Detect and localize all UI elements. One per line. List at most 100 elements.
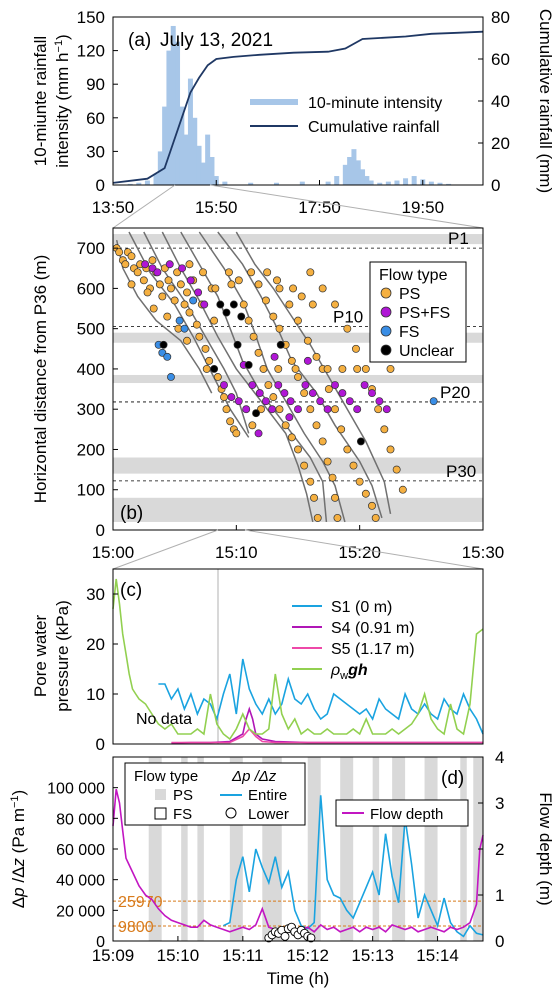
zoom-connector-right-2 xyxy=(244,529,484,570)
point-ps xyxy=(261,296,270,305)
rain-intensity-bars xyxy=(127,25,452,186)
point-ps-fs xyxy=(234,397,243,406)
point-ps xyxy=(368,501,376,510)
point-unclear xyxy=(222,308,231,317)
zoom-connector-left-2 xyxy=(112,529,219,570)
point-ps-fs xyxy=(345,397,354,406)
intensity-bar xyxy=(446,183,452,185)
point-ps xyxy=(281,421,290,430)
panel-d-label: (d) xyxy=(441,768,464,789)
point-ps xyxy=(324,385,333,394)
y-tick-right-label: 4 xyxy=(495,748,504,767)
point-ps-fs xyxy=(274,381,283,389)
legend-label-entire: Entire xyxy=(248,787,287,804)
point-ps xyxy=(287,356,296,365)
point-ps xyxy=(176,280,185,289)
series-line xyxy=(171,727,483,744)
legend-flow-type-title: Flow type xyxy=(134,768,198,785)
point-ps-fs xyxy=(268,405,277,414)
reference-label: 25970 xyxy=(118,894,163,911)
y-tick-label: 20 xyxy=(86,635,105,654)
y-tick-right-label: 1 xyxy=(495,886,504,905)
point-ps xyxy=(269,312,278,321)
y-tick-label: 60 000 xyxy=(56,842,105,859)
point-ps xyxy=(310,493,318,502)
point-ps xyxy=(380,425,389,434)
point-ps-fs xyxy=(186,276,195,285)
x-tick-label: 15:10 xyxy=(157,946,200,965)
legend-swatch-ps xyxy=(155,789,166,800)
intensity-bar xyxy=(205,134,211,185)
y-tick-label: 40 000 xyxy=(56,873,105,890)
section-band xyxy=(113,332,483,343)
y-tick-right-label: 20 xyxy=(491,134,510,153)
x-tick-label: 15:20 xyxy=(338,543,381,562)
point-ps xyxy=(115,248,124,257)
zoom-connector-right xyxy=(209,184,484,229)
intensity-bar xyxy=(166,50,172,185)
legend-marker-unclear xyxy=(380,344,392,356)
lower-point xyxy=(306,933,316,943)
intensity-bar xyxy=(192,117,198,185)
y-tick-label: 200 xyxy=(77,440,105,459)
ps-band xyxy=(181,757,188,941)
point-ps xyxy=(167,284,175,293)
intensity-bar xyxy=(136,182,142,185)
point-ps xyxy=(361,489,370,498)
point-ps xyxy=(247,268,256,277)
legend-marker-fs xyxy=(380,325,392,337)
point-ps-fs xyxy=(242,405,251,414)
point-ps xyxy=(263,268,272,277)
point-ps xyxy=(164,276,173,285)
reference-label: 9800 xyxy=(118,919,154,936)
intensity-bar xyxy=(153,173,159,185)
point-ps xyxy=(201,344,210,353)
point-ps-fs xyxy=(308,389,317,398)
point-ps xyxy=(185,260,194,269)
intensity-bar xyxy=(360,169,366,185)
y-tick-label: 0 xyxy=(96,176,105,195)
legend-label-fs: FS xyxy=(173,806,192,823)
point-ps xyxy=(333,513,342,522)
y-tick-label: 60 xyxy=(86,109,105,128)
x-tick-label: 15:50 xyxy=(195,198,238,217)
point-ps xyxy=(264,381,273,389)
intensity-bar xyxy=(411,176,417,185)
point-ps xyxy=(371,513,380,522)
y-tick-label: 30 xyxy=(86,585,105,604)
point-ps-fs xyxy=(286,397,295,406)
point-ps xyxy=(306,405,315,414)
ps-band xyxy=(460,757,467,941)
x-tick-label: 15:14 xyxy=(416,946,459,965)
point-ps xyxy=(300,389,309,398)
point-ps-fs xyxy=(280,389,289,398)
point-ps xyxy=(133,268,142,277)
point-ps-fs xyxy=(178,264,187,273)
surge-path xyxy=(180,231,328,522)
panel-a-ylabel-line2: intensity (mm h−1) xyxy=(53,34,72,167)
panel-c-label: (c) xyxy=(120,580,142,601)
point-ps xyxy=(361,364,370,373)
y-tick-label: 500 xyxy=(77,320,105,339)
point-ps xyxy=(294,373,302,381)
intensity-bar xyxy=(183,134,189,185)
point-ps xyxy=(318,437,327,446)
point-fs xyxy=(189,296,198,305)
point-ps xyxy=(374,405,383,414)
intensity-bar xyxy=(347,157,353,185)
point-ps xyxy=(343,324,352,333)
panel-d-xlabel: Time (h) xyxy=(267,969,330,988)
point-ps xyxy=(163,312,172,321)
point-ps xyxy=(328,473,337,482)
point-ps xyxy=(185,308,194,317)
y-tick-label: 150 xyxy=(77,8,105,27)
legend-label: S4 (0.91 m) xyxy=(331,620,415,637)
point-ps xyxy=(392,465,401,474)
cumulative-rainfall-line xyxy=(112,30,484,184)
intensity-bar xyxy=(144,180,150,185)
point-ps xyxy=(306,477,315,486)
point-ps xyxy=(287,433,296,442)
y-tick-label: 100 000 xyxy=(47,781,105,798)
point-fs xyxy=(163,352,172,361)
point-ps xyxy=(291,364,300,373)
